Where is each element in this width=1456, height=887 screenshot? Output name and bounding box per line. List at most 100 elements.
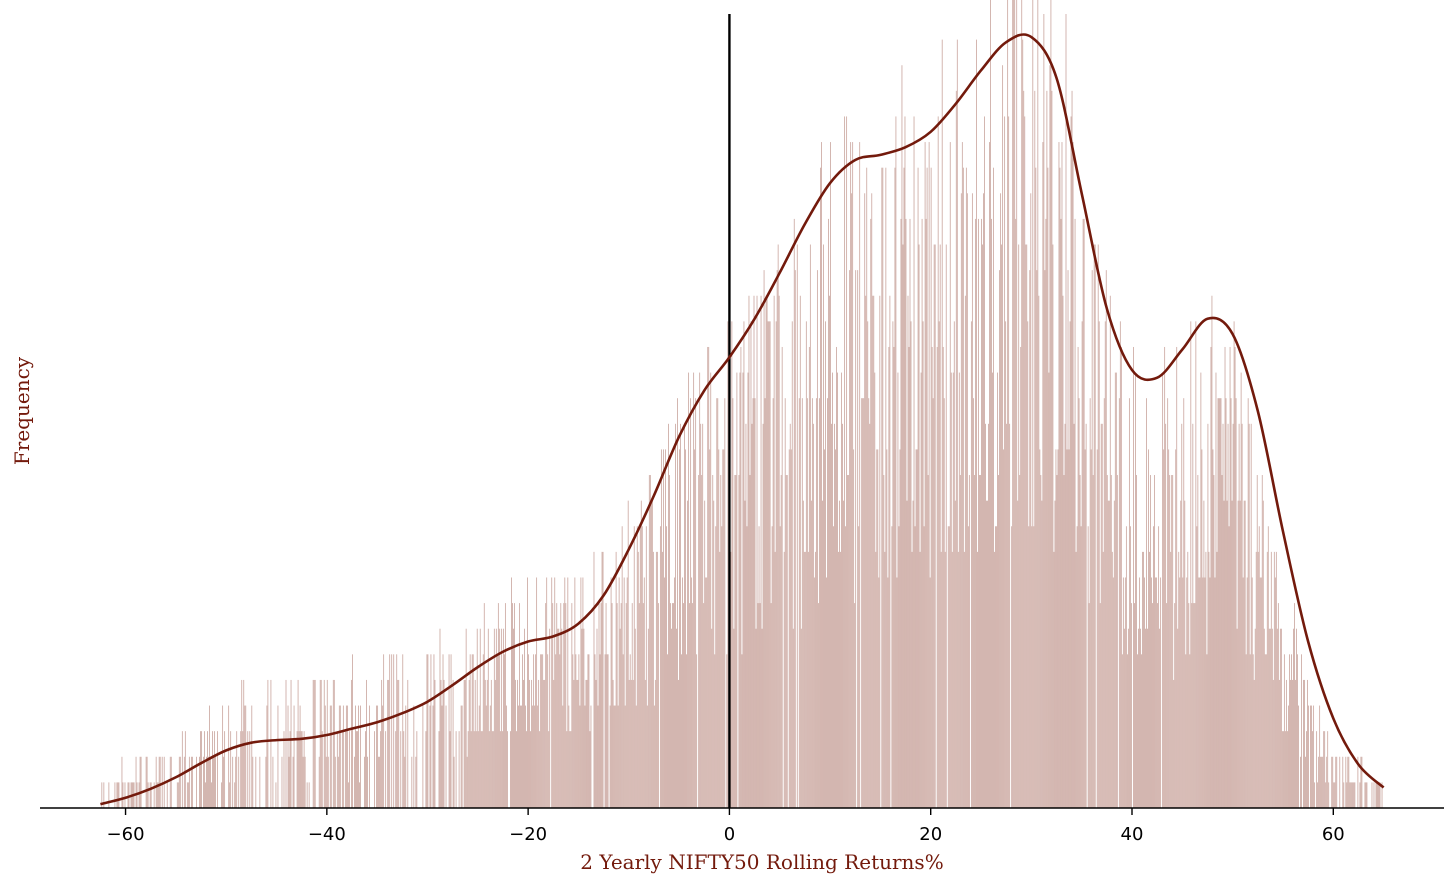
histogram-bar (124, 782, 126, 808)
histogram-bar (961, 142, 963, 808)
histogram-bar (1068, 449, 1070, 808)
histogram-bar (555, 654, 557, 808)
histogram-bar (450, 654, 452, 808)
histogram-bar (1270, 551, 1272, 808)
histogram-bar (434, 679, 436, 808)
histogram-bar (1328, 782, 1330, 808)
histogram-bar (1174, 603, 1176, 808)
histogram-bar (535, 654, 537, 808)
histogram-bar (1190, 321, 1192, 808)
histogram-bar (1147, 628, 1148, 808)
histogram-bar (883, 475, 885, 808)
histogram-bar (677, 398, 678, 808)
histogram-bar (629, 654, 631, 808)
histogram-bar (302, 756, 304, 808)
histogram-bar (708, 346, 710, 808)
histogram-bar (1182, 577, 1184, 808)
histogram-bar (345, 705, 347, 808)
histogram-bar (623, 577, 625, 808)
histogram-bars (101, 0, 1383, 809)
histogram-bar (449, 731, 451, 808)
histogram-bar (624, 705, 626, 808)
histogram-bar (485, 705, 487, 808)
histogram-bar (780, 475, 782, 808)
histogram-bar (1273, 551, 1275, 808)
histogram-bar (1154, 475, 1155, 808)
histogram-bar (1118, 398, 1120, 808)
histogram-bar (405, 705, 407, 808)
histogram-bar (359, 782, 360, 808)
histogram-bar (945, 244, 947, 808)
histogram-bar (832, 372, 833, 808)
histogram-bar (687, 500, 689, 808)
histogram-bar (1056, 475, 1058, 808)
histogram-bar (1359, 782, 1361, 808)
histogram-bar (288, 756, 290, 808)
histogram-bar (1064, 423, 1066, 808)
histogram-bar (344, 731, 346, 808)
histogram-bar (1055, 449, 1057, 808)
histogram-bar (445, 705, 447, 808)
histogram-bar (473, 731, 475, 808)
histogram-bar (923, 526, 925, 808)
histogram-bar (1331, 756, 1333, 808)
histogram-bar (1110, 475, 1112, 808)
histogram-bar (963, 551, 965, 808)
histogram-bar (987, 500, 988, 808)
histogram-bar (577, 679, 579, 808)
histogram-bar (732, 398, 734, 808)
histogram-bar (931, 346, 933, 808)
histogram-bar (657, 603, 659, 808)
histogram-bar (666, 526, 667, 808)
histogram-bar (505, 705, 507, 808)
histogram-bar (1283, 654, 1285, 808)
histogram-bar (213, 756, 214, 808)
histogram-bar (767, 321, 769, 808)
histogram-bar (458, 731, 460, 808)
histogram-bar (676, 628, 677, 808)
histogram-bar (448, 654, 450, 808)
histogram-bar (698, 475, 700, 808)
histogram-bar (908, 346, 910, 808)
histogram-bar (611, 603, 613, 808)
histogram-bar (706, 577, 708, 808)
histogram-bar (1248, 423, 1250, 808)
histogram-bar (827, 398, 828, 808)
histogram-bar (1156, 577, 1158, 808)
histogram-bar (693, 372, 695, 808)
histogram-bar (1116, 475, 1118, 808)
histogram-bar (1191, 603, 1193, 808)
histogram-bar (1353, 782, 1355, 808)
histogram-bar (358, 705, 359, 808)
x-tick-label: −20 (509, 824, 547, 845)
histogram-bar (514, 603, 515, 808)
histogram-bar (411, 756, 413, 808)
histogram-bar (834, 423, 835, 808)
histogram-bar (1333, 782, 1335, 808)
histogram-bar (866, 167, 868, 808)
histogram-bar (496, 654, 498, 808)
histogram-bar (703, 603, 705, 808)
histogram-bar (1288, 705, 1289, 808)
histogram-bar (215, 756, 216, 808)
histogram-bar (415, 756, 417, 808)
histogram-bar (229, 782, 231, 808)
histogram-bar (1249, 654, 1251, 808)
histogram-bar (726, 654, 728, 808)
histogram-bar (828, 218, 829, 808)
histogram-bar (928, 142, 930, 808)
histogram-bar (745, 423, 747, 808)
histogram-bar (1316, 731, 1318, 808)
histogram-bar (1195, 321, 1197, 808)
histogram-bar (1186, 577, 1188, 808)
histogram-bar (775, 321, 777, 808)
histogram-bar (1366, 782, 1368, 808)
histogram-bar (701, 475, 703, 808)
histogram-bar (236, 731, 238, 808)
histogram-bar (536, 577, 538, 808)
histogram-bar (183, 756, 185, 808)
histogram-bar (685, 449, 686, 808)
histogram-bar (764, 398, 766, 808)
histogram-bar (1152, 603, 1153, 808)
histogram-bar (472, 654, 474, 808)
